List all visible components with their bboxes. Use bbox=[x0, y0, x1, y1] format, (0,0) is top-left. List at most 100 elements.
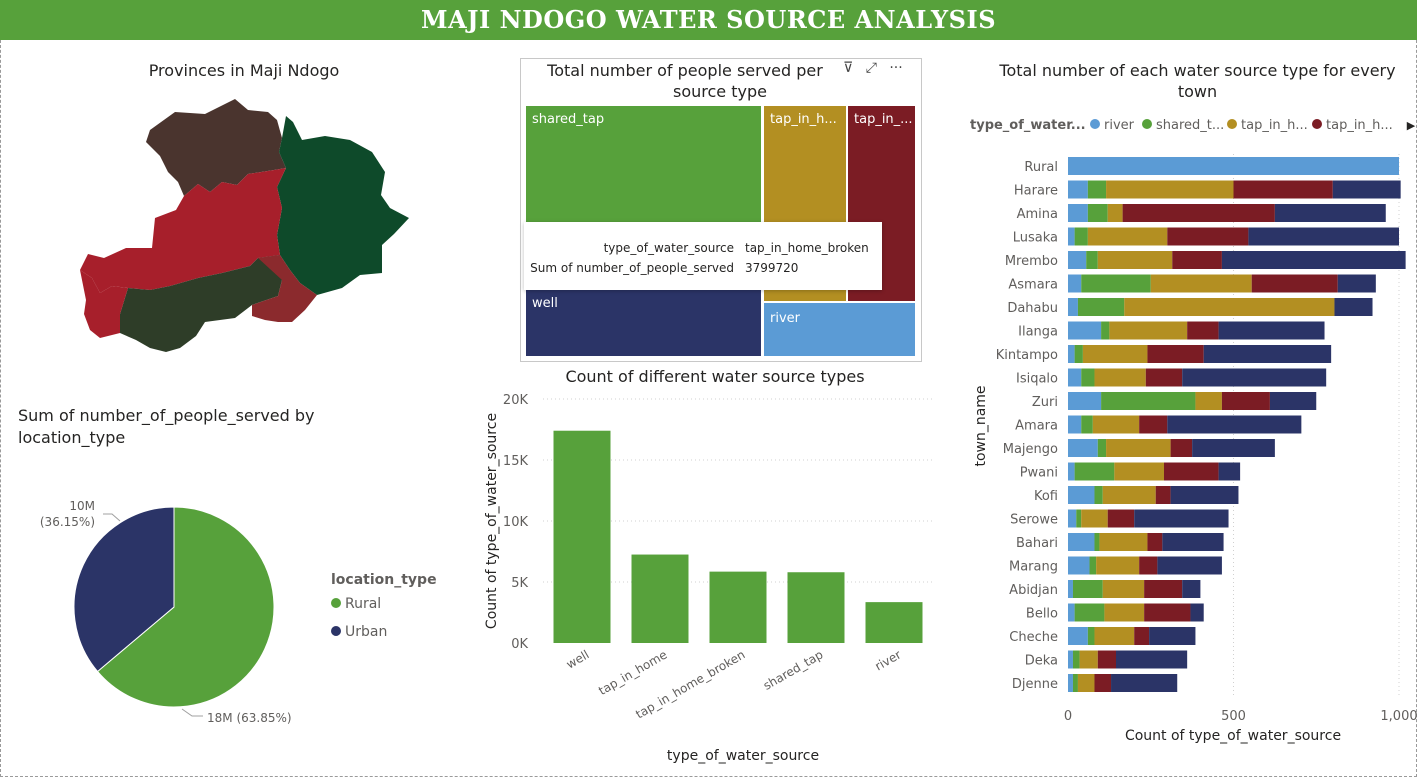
bar-segment-well[interactable] bbox=[1190, 603, 1204, 622]
bar-segment-river[interactable] bbox=[1068, 298, 1078, 316]
bar-segment-tap-in-home[interactable] bbox=[1124, 298, 1335, 316]
bar-segment-river[interactable] bbox=[1068, 392, 1102, 410]
bar-segment-tap-in-home[interactable] bbox=[1096, 556, 1140, 575]
bar-segment-river[interactable] bbox=[1068, 415, 1082, 434]
bar-segment-shared-tap[interactable] bbox=[1101, 321, 1110, 340]
bar-segment-river[interactable] bbox=[1068, 580, 1073, 598]
pie-chart[interactable]: 10M (36.15%) 18M (63.85%) bbox=[0, 480, 320, 740]
bar-segment-tap-in-home[interactable] bbox=[1082, 345, 1148, 363]
bar-segment-well[interactable] bbox=[1162, 533, 1224, 551]
bar-segment-shared-tap[interactable] bbox=[1074, 462, 1115, 481]
bar-segment-tap-in-home-broken[interactable] bbox=[1172, 251, 1222, 269]
bar-segment-tap-in-home-broken[interactable] bbox=[1144, 603, 1191, 622]
province-south[interactable] bbox=[120, 255, 282, 352]
bar-segment-tap-in-home[interactable] bbox=[1114, 462, 1164, 481]
bar-segment-well[interactable] bbox=[1157, 556, 1222, 575]
bar-segment-river[interactable] bbox=[1068, 509, 1077, 528]
bar-segment-tap-in-home-broken[interactable] bbox=[1163, 462, 1219, 481]
bar-segment-river[interactable] bbox=[1068, 157, 1399, 175]
bar-segment-well[interactable] bbox=[1334, 298, 1373, 316]
bar-segment-tap-in-home-broken[interactable] bbox=[1145, 368, 1183, 387]
bar-segment-tap-in-home-broken[interactable] bbox=[1147, 533, 1163, 551]
bar-segment-shared-tap[interactable] bbox=[1094, 486, 1103, 504]
bar-segment-river[interactable] bbox=[1068, 462, 1075, 481]
bar-shared_tap[interactable] bbox=[787, 572, 845, 643]
bar-segment-well[interactable] bbox=[1274, 204, 1386, 222]
bar-segment-tap-in-home-broken[interactable] bbox=[1094, 674, 1112, 692]
bar-segment-river[interactable] bbox=[1068, 368, 1082, 387]
bar-segment-tap-in-home-broken[interactable] bbox=[1139, 415, 1168, 434]
bar-segment-shared-tap[interactable] bbox=[1072, 674, 1078, 692]
bar-segment-tap-in-home[interactable] bbox=[1106, 439, 1171, 457]
bar-segment-shared-tap[interactable] bbox=[1086, 251, 1098, 269]
bar-segment-well[interactable] bbox=[1134, 509, 1229, 528]
bar-segment-river[interactable] bbox=[1068, 627, 1088, 645]
bar-segment-tap-in-home-broken[interactable] bbox=[1251, 274, 1338, 293]
bar-segment-shared-tap[interactable] bbox=[1089, 556, 1097, 575]
bar-segment-river[interactable] bbox=[1068, 439, 1098, 457]
bar-segment-shared-tap[interactable] bbox=[1087, 204, 1108, 222]
bar-segment-tap-in-home[interactable] bbox=[1107, 204, 1123, 222]
bar-segment-tap-in-home[interactable] bbox=[1092, 415, 1140, 434]
bar-segment-tap-in-home[interactable] bbox=[1102, 486, 1156, 504]
bar-segment-well[interactable] bbox=[1149, 627, 1196, 645]
bar-segment-shared-tap[interactable] bbox=[1081, 368, 1095, 387]
bar-segment-tap-in-home[interactable] bbox=[1087, 227, 1168, 246]
bar-tap_in_home[interactable] bbox=[631, 554, 689, 643]
bar-segment-well[interactable] bbox=[1269, 392, 1317, 410]
legend-item-urban[interactable]: Urban bbox=[331, 624, 387, 640]
province-map[interactable] bbox=[70, 90, 420, 365]
bar-segment-well[interactable] bbox=[1115, 650, 1188, 669]
bar-segment-tap-in-home[interactable] bbox=[1094, 627, 1135, 645]
province-central[interactable] bbox=[80, 168, 286, 293]
bar-segment-tap-in-home[interactable] bbox=[1094, 368, 1146, 387]
bar-segment-tap-in-home-broken[interactable] bbox=[1233, 180, 1333, 199]
bar-segment-well[interactable] bbox=[1170, 486, 1239, 504]
bar-segment-river[interactable] bbox=[1068, 345, 1075, 363]
bar-segment-river[interactable] bbox=[1068, 533, 1095, 551]
bar-segment-river[interactable] bbox=[1068, 251, 1087, 269]
stacked-bar-chart[interactable]: type_of_water... river shared_t... tap_in_h… bbox=[960, 108, 1417, 758]
bar-segment-tap-in-home-broken[interactable] bbox=[1097, 650, 1116, 669]
pie-slice-rural[interactable] bbox=[96, 506, 275, 708]
bar-segment-shared-tap[interactable] bbox=[1087, 180, 1107, 199]
bar-segment-river[interactable] bbox=[1068, 227, 1075, 246]
bar-tap_in_home_broken[interactable] bbox=[709, 571, 767, 643]
bar-segment-shared-tap[interactable] bbox=[1072, 580, 1103, 598]
bar-segment-tap-in-home[interactable] bbox=[1077, 674, 1095, 692]
bar-segment-river[interactable] bbox=[1068, 674, 1073, 692]
bar-segment-river[interactable] bbox=[1068, 650, 1073, 669]
bar-segment-tap-in-home-broken[interactable] bbox=[1155, 486, 1171, 504]
bar-segment-tap-in-home-broken[interactable] bbox=[1147, 345, 1204, 363]
bar-segment-well[interactable] bbox=[1332, 180, 1401, 199]
province-west[interactable] bbox=[80, 270, 128, 338]
bar-segment-shared-tap[interactable] bbox=[1072, 650, 1080, 669]
province-southeast[interactable] bbox=[252, 255, 317, 322]
bar-segment-well[interactable] bbox=[1218, 462, 1241, 481]
bar-segment-river[interactable] bbox=[1068, 486, 1095, 504]
bar-segment-tap-in-home[interactable] bbox=[1079, 650, 1098, 669]
bar-segment-river[interactable] bbox=[1068, 204, 1088, 222]
bar-segment-river[interactable] bbox=[1068, 180, 1088, 199]
bar-segment-tap-in-home[interactable] bbox=[1097, 251, 1173, 269]
bar-segment-river[interactable] bbox=[1068, 603, 1075, 622]
bar-segment-shared-tap[interactable] bbox=[1097, 439, 1107, 457]
bar-segment-tap-in-home[interactable] bbox=[1099, 533, 1148, 551]
bar-segment-tap-in-home-broken[interactable] bbox=[1134, 627, 1150, 645]
bar-segment-tap-in-home-broken[interactable] bbox=[1107, 509, 1135, 528]
bar-segment-river[interactable] bbox=[1068, 556, 1090, 575]
bar-segment-tap-in-home-broken[interactable] bbox=[1170, 439, 1193, 457]
bar-segment-shared-tap[interactable] bbox=[1076, 509, 1082, 528]
bar-segment-shared-tap[interactable] bbox=[1074, 227, 1088, 246]
bar-segment-tap-in-home-broken[interactable] bbox=[1167, 227, 1249, 246]
province-east[interactable] bbox=[277, 116, 409, 295]
bar-segment-tap-in-home[interactable] bbox=[1081, 509, 1108, 528]
bar-river[interactable] bbox=[865, 602, 923, 643]
bar-segment-shared-tap[interactable] bbox=[1081, 274, 1151, 293]
bar-segment-well[interactable] bbox=[1248, 227, 1399, 246]
bar-segment-well[interactable] bbox=[1337, 274, 1376, 293]
bar-segment-tap-in-home-broken[interactable] bbox=[1139, 556, 1158, 575]
bar-segment-well[interactable] bbox=[1192, 439, 1275, 457]
bar-segment-tap-in-home-broken[interactable] bbox=[1122, 204, 1275, 222]
